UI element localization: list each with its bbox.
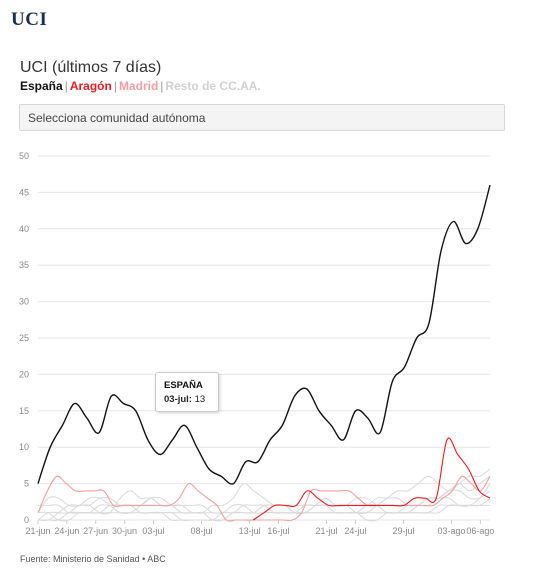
- tooltip-date: 03-jul:: [164, 394, 192, 405]
- series-line-aragón[interactable]: [252, 437, 491, 521]
- legend-item-madrid[interactable]: Madrid: [118, 79, 159, 93]
- y-tick-label: 25: [19, 333, 29, 343]
- legend-item-aragon[interactable]: Aragón: [69, 79, 112, 93]
- source-note: Fuente: Ministerio de Sanidad • ABC: [20, 554, 166, 564]
- y-tick-label: 45: [19, 187, 29, 197]
- chart-gridlines: [38, 155, 490, 521]
- x-tick-label: 21-jul: [316, 526, 338, 536]
- y-tick-label: 35: [19, 260, 29, 270]
- tooltip-value: 13: [194, 394, 206, 405]
- x-tick-label: 29-jul: [392, 526, 414, 536]
- legend-separator: |: [160, 79, 164, 93]
- page-title: UCI: [11, 9, 48, 30]
- y-tick-label: 30: [19, 297, 29, 307]
- series-line-españa[interactable]: [37, 184, 491, 485]
- x-tick-label: 13-jul: [239, 526, 261, 536]
- x-tick-label: 03-ago: [438, 526, 466, 536]
- uci-line-chart: 0 5 10 15 20 25 30 35 40 45 50 21-jun 24-jun 27-jun 3…: [19, 151, 494, 536]
- y-tick-label: 15: [19, 406, 29, 416]
- series-line-resto-de-cc-aa[interactable]: [37, 468, 491, 515]
- legend-item-resto[interactable]: Resto de CC.AA.: [165, 79, 261, 93]
- y-tick-label: 0: [24, 515, 29, 525]
- chart-title: UCI (últimos 7 días): [20, 59, 162, 76]
- y-axis-labels: 0 5 10 15 20 25 30 35 40 45 50: [19, 151, 29, 525]
- tooltip-series-name: ESPAÑA: [164, 380, 203, 391]
- y-tick-label: 50: [19, 151, 29, 161]
- series-line-madrid[interactable]: [37, 475, 491, 522]
- x-tick-label: 24-jun: [54, 526, 79, 536]
- y-tick-label: 20: [19, 369, 29, 379]
- x-tick-label: 16-jul: [267, 526, 289, 536]
- x-tick-label: 21-jun: [25, 526, 50, 536]
- x-tick-label: 30-jun: [112, 526, 137, 536]
- y-tick-label: 40: [19, 224, 29, 234]
- x-tick-label: 03-jul: [142, 526, 164, 536]
- y-tick-label: 10: [19, 442, 29, 452]
- legend-separator: |: [113, 79, 117, 93]
- chart-legend: España | Aragón | Madrid | Resto de CC.AA.: [20, 79, 261, 93]
- data-tooltip: ESPAÑA 03-jul: 13: [155, 372, 219, 412]
- x-tick-label: 27-jun: [83, 526, 108, 536]
- legend-separator: |: [64, 79, 68, 93]
- x-tick-label: 08-jul: [190, 526, 212, 536]
- chart-series: [37, 184, 491, 522]
- y-tick-label: 5: [24, 479, 29, 489]
- x-tick-label: 06-ago: [466, 526, 494, 536]
- x-tick-label: 24-jul: [344, 526, 366, 536]
- legend-item-espana[interactable]: España: [20, 79, 63, 93]
- series-line-resto-de-cc-aa[interactable]: [37, 475, 491, 522]
- x-axis-labels: 21-jun 24-jun 27-jun 30-jun 03-jul 08-jul 13-j…: [25, 520, 494, 536]
- community-select[interactable]: Selecciona comunidad autónoma: [19, 104, 505, 131]
